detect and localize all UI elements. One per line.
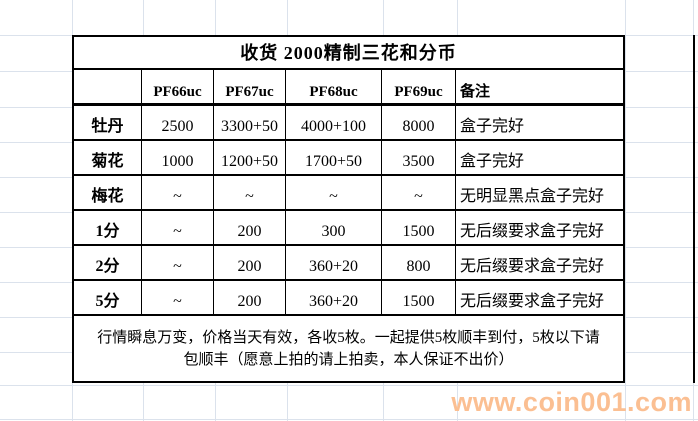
- price-cell: ~: [142, 176, 214, 211]
- price-cell: ~: [286, 176, 382, 211]
- header-remark: 备注: [456, 70, 623, 106]
- price-cell: 200: [214, 281, 286, 316]
- remark-cell: 无后缀要求盒子完好: [456, 211, 623, 246]
- header-pf66uc: PF66uc: [142, 70, 214, 106]
- gridline-vertical: [625, 0, 626, 421]
- row-label: 2分: [74, 246, 142, 281]
- price-cell: 800: [382, 246, 456, 281]
- adjacent-cell-border: [693, 35, 695, 383]
- price-cell: ~: [142, 281, 214, 316]
- row-label: 1分: [74, 211, 142, 246]
- table-title: 收货 2000精制三花和分币: [74, 37, 623, 70]
- header-pf68uc: PF68uc: [286, 70, 382, 106]
- footer-note-line2: 包顺丰（愿意上拍的请上拍卖，本人保证不出价）: [183, 351, 514, 368]
- header-pf67uc: PF67uc: [214, 70, 286, 106]
- row-label: 牡丹: [74, 106, 142, 141]
- remark-cell: 无后缀要求盒子完好: [456, 246, 623, 281]
- price-cell: 1700+50: [286, 141, 382, 176]
- coin-price-table: 收货 2000精制三花和分币 PF66uc PF67uc PF68uc PF69…: [72, 35, 625, 383]
- table-footer-note: 行情瞬息万变，价格当天有效，各收5枚。一起提供5枚顺丰到付，5枚以下请 包顺丰（…: [74, 316, 623, 381]
- header-corner-cell: [74, 70, 142, 106]
- table-grid: PF66uc PF67uc PF68uc PF69uc 备注 牡丹 2500 3…: [74, 70, 623, 316]
- price-cell: ~: [382, 176, 456, 211]
- price-cell: 1500: [382, 211, 456, 246]
- price-cell: 1500: [382, 281, 456, 316]
- price-cell: 200: [214, 246, 286, 281]
- price-cell: 3300+50: [214, 106, 286, 141]
- price-cell: 360+20: [286, 246, 382, 281]
- price-cell: ~: [214, 176, 286, 211]
- row-label: 5分: [74, 281, 142, 316]
- price-cell: 8000: [382, 106, 456, 141]
- remark-cell: 盒子完好: [456, 106, 623, 141]
- gridline-horizontal: [0, 419, 698, 420]
- price-cell: 360+20: [286, 281, 382, 316]
- remark-cell: 无明显黑点盒子完好: [456, 176, 623, 211]
- row-label: 梅花: [74, 176, 142, 211]
- price-cell: 2500: [142, 106, 214, 141]
- price-cell: ~: [142, 246, 214, 281]
- price-cell: 3500: [382, 141, 456, 176]
- gridline-horizontal: [0, 385, 698, 386]
- price-cell: 1200+50: [214, 141, 286, 176]
- price-cell: 300: [286, 211, 382, 246]
- remark-cell: 盒子完好: [456, 141, 623, 176]
- footer-note-line1: 行情瞬息万变，价格当天有效，各收5枚。一起提供5枚顺丰到付，5枚以下请: [97, 329, 600, 346]
- site-watermark: www.coin001.com: [451, 387, 692, 417]
- price-cell: 1000: [142, 141, 214, 176]
- price-cell: ~: [142, 211, 214, 246]
- price-cell: 200: [214, 211, 286, 246]
- row-label: 菊花: [74, 141, 142, 176]
- header-pf69uc: PF69uc: [382, 70, 456, 106]
- remark-cell: 无后缀要求盒子完好: [456, 281, 623, 316]
- price-cell: 4000+100: [286, 106, 382, 141]
